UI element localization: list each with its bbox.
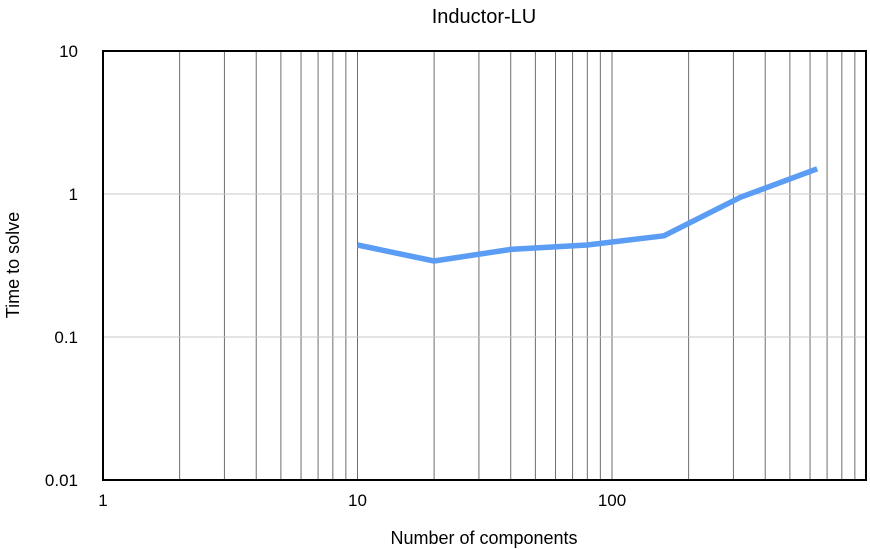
series-layer [356,166,819,264]
x-tick-label: 10 [348,491,367,510]
grid-layer [103,51,866,480]
tick-labels: 1 10 100 10 1 0.1 0.01 [45,42,626,510]
y-axis-label: Time to solve [3,212,23,318]
chart-title: Inductor-LU [432,6,537,28]
series-line [356,166,819,264]
y-tick-label: 0.1 [54,328,78,347]
y-tick-label: 10 [59,42,78,61]
x-axis-label: Number of components [390,528,577,548]
plot-area-frame [102,50,867,481]
x-tick-label: 1 [98,491,107,510]
y-tick-label: 1 [69,185,78,204]
x-tick-label: 100 [598,491,626,510]
y-tick-label: 0.01 [45,471,78,490]
